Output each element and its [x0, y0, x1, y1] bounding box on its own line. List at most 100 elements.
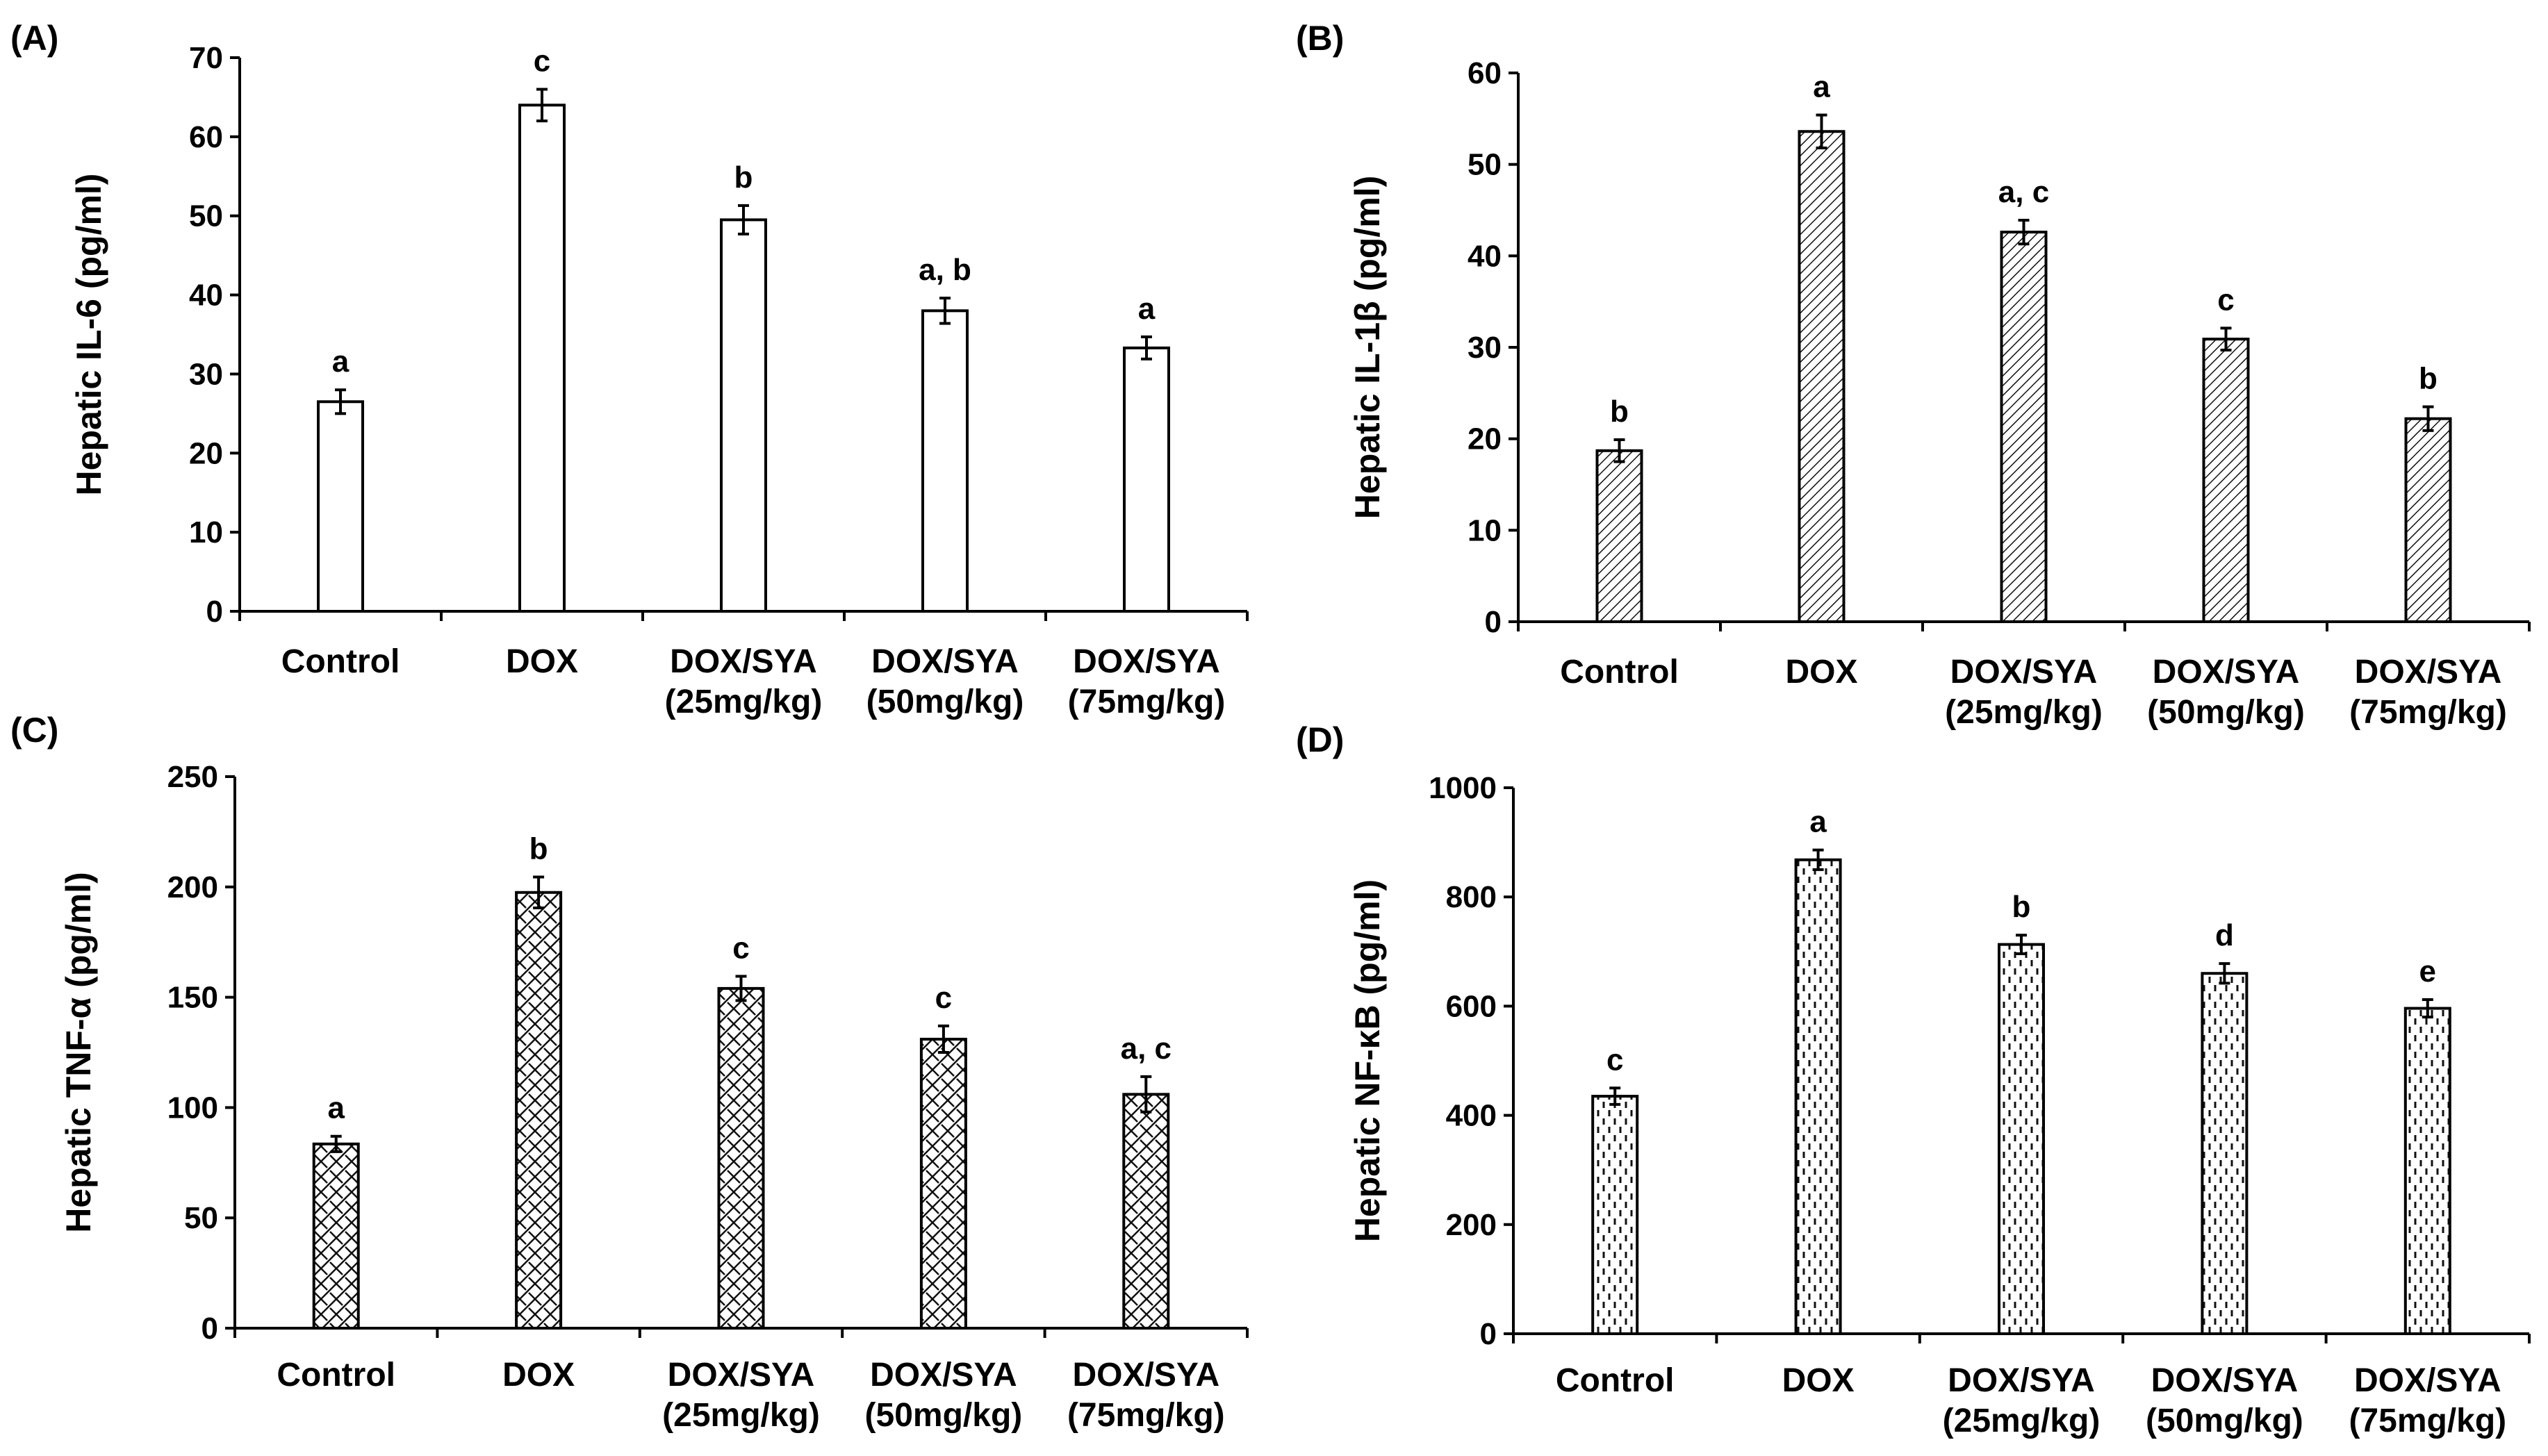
y-tick-label: 100 — [167, 1091, 218, 1125]
y-tick-label: 20 — [189, 436, 223, 470]
y-axis-title: Hepatic IL-1β (pg/ml) — [1348, 176, 1387, 519]
y-tick-label: 10 — [189, 515, 223, 549]
y-tick-label: 60 — [189, 120, 223, 154]
significance-label: b — [1610, 395, 1629, 429]
y-tick-label: 250 — [167, 760, 218, 794]
bar — [921, 309, 969, 613]
y-tick-label: 200 — [1446, 1208, 1497, 1242]
category-label: (50mg/kg) — [2147, 694, 2305, 731]
category-label: (25mg/kg) — [1943, 1403, 2101, 1439]
category-label: DOX/SYA — [670, 643, 817, 680]
significance-label: c — [935, 981, 952, 1015]
category-label: (25mg/kg) — [662, 1397, 820, 1434]
panel-letter: (B) — [1296, 19, 1344, 58]
significance-label: d — [2215, 918, 2234, 952]
bar — [1794, 858, 1842, 1335]
panel-b: (B) 0 10 20 30 40 50 60 Hepatic IL-1β (pg/ml) b Co… — [1296, 19, 2531, 731]
category-label: DOX/SYA — [870, 1357, 1017, 1393]
category-label: DOX — [1785, 654, 1857, 690]
category-label: (75mg/kg) — [2349, 694, 2507, 731]
bar — [1591, 1095, 1639, 1335]
bar — [2404, 417, 2452, 623]
category-label: (50mg/kg) — [2146, 1403, 2303, 1439]
category-label: DOX/SYA — [2151, 1362, 2299, 1399]
category-label: DOX — [502, 1357, 575, 1393]
y-tick-label: 400 — [1446, 1099, 1497, 1133]
y-tick-label: 200 — [167, 870, 218, 904]
category-label: DOX/SYA — [1948, 1362, 2095, 1399]
y-tick-label: 10 — [1468, 513, 1502, 547]
category-label: DOX — [1782, 1362, 1855, 1399]
category-label: DOX/SYA — [2153, 654, 2300, 690]
y-tick-label: 600 — [1446, 989, 1497, 1023]
significance-label: b — [2419, 362, 2438, 396]
y-tick-label: 0 — [1480, 1317, 1497, 1351]
significance-label: c — [1606, 1043, 1623, 1077]
y-axis-title: Hepatic NF-κB (pg/ml) — [1348, 879, 1387, 1242]
y-tick-label: 30 — [189, 357, 223, 391]
category-label: Control — [1556, 1362, 1675, 1399]
y-tick-label: 0 — [1485, 605, 1502, 639]
bar — [919, 1037, 967, 1330]
significance-label: b — [734, 160, 753, 195]
bar — [717, 986, 765, 1330]
category-label: Control — [277, 1357, 395, 1393]
y-tick-label: 40 — [1468, 239, 1502, 273]
category-label: (25mg/kg) — [665, 684, 823, 720]
significance-label: a, c — [1998, 175, 2049, 209]
y-tick-label: 60 — [1468, 56, 1502, 90]
category-label: Control — [281, 643, 400, 680]
significance-label: e — [2419, 954, 2436, 988]
bar — [2403, 1007, 2451, 1335]
y-tick-label: 20 — [1468, 422, 1502, 456]
significance-label: b — [529, 832, 548, 866]
bar — [317, 400, 364, 613]
category-label: DOX/SYA — [2354, 1362, 2501, 1399]
category-label: DOX/SYA — [2355, 654, 2502, 690]
bar — [720, 218, 767, 613]
category-label: (75mg/kg) — [1068, 684, 1226, 720]
category-label: DOX/SYA — [1950, 654, 2098, 690]
significance-label: a — [332, 345, 350, 379]
bar — [515, 891, 563, 1330]
category-label: DOX — [506, 643, 578, 680]
y-axis-title: Hepatic TNF-α (pg/ml) — [59, 872, 98, 1233]
bar — [312, 1142, 360, 1330]
y-tick-label: 70 — [189, 41, 223, 75]
significance-label: c — [534, 44, 550, 78]
panel-letter: (C) — [10, 711, 58, 750]
category-label: DOX/SYA — [668, 1357, 815, 1393]
y-tick-label: 150 — [167, 981, 218, 1015]
category-label: DOX/SYA — [1073, 643, 1220, 680]
panel-letter: (A) — [10, 19, 58, 58]
significance-label: a — [1813, 70, 1830, 104]
category-label: (75mg/kg) — [2349, 1403, 2506, 1439]
bar — [1798, 130, 1846, 623]
bar — [2000, 231, 2048, 624]
y-tick-label: 50 — [1468, 148, 1502, 182]
y-tick-label: 50 — [184, 1201, 218, 1235]
bar — [1595, 449, 1643, 623]
category-label: (75mg/kg) — [1067, 1397, 1225, 1434]
bar — [1998, 943, 2045, 1336]
category-label: DOX/SYA — [1072, 1357, 1219, 1393]
significance-label: a — [1809, 805, 1827, 839]
panel-a: (A) 0 10 20 30 40 50 60 70 Hepatic IL-6 (pg/ml) a C… — [10, 19, 1249, 720]
significance-label: b — [2012, 890, 2031, 924]
y-tick-label: 30 — [1468, 331, 1502, 365]
y-tick-label: 800 — [1446, 880, 1497, 914]
panel-letter: (D) — [1296, 720, 1344, 759]
significance-label: a — [1138, 292, 1156, 326]
y-axis-title: Hepatic IL-6 (pg/ml) — [69, 174, 108, 496]
category-label: DOX/SYA — [871, 643, 1019, 680]
significance-label: a, c — [1121, 1032, 1172, 1066]
significance-label: c — [732, 931, 749, 965]
category-label: (50mg/kg) — [866, 684, 1024, 720]
bar — [518, 104, 566, 613]
category-label: (25mg/kg) — [1945, 694, 2103, 731]
y-tick-label: 0 — [206, 595, 223, 629]
bar — [2201, 972, 2249, 1335]
bar — [1122, 1093, 1170, 1330]
significance-label: a — [327, 1091, 345, 1125]
